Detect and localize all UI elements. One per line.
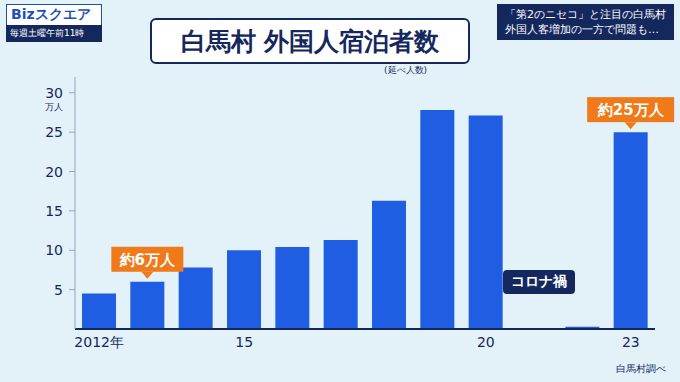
html-text:白馬村調べ: 白馬村調べ bbox=[616, 363, 666, 374]
svg-text:15: 15 bbox=[45, 203, 63, 219]
svg-text:30: 30 bbox=[45, 85, 63, 101]
html-text:Bizスクエア: Bizスクエア bbox=[11, 6, 91, 22]
svg-text:10: 10 bbox=[45, 242, 63, 258]
svg-text:20: 20 bbox=[45, 164, 63, 180]
html-text:「第2のニセコ」と注目の白馬村: 「第2のニセコ」と注目の白馬村 bbox=[505, 8, 666, 21]
svg-text:約25万人: 約25万人 bbox=[597, 101, 665, 119]
svg-text:25: 25 bbox=[45, 124, 63, 140]
svg-text:2012年: 2012年 bbox=[74, 334, 124, 350]
html-text:外国人客増加の一方で問題も…: 外国人客増加の一方で問題も… bbox=[505, 23, 659, 36]
svg-text:20: 20 bbox=[477, 334, 495, 350]
svg-text:5: 5 bbox=[54, 282, 63, 298]
html-text:コロナ禍: コロナ禍 bbox=[511, 273, 567, 289]
html-text:毎週土曜午前11時: 毎週土曜午前11時 bbox=[10, 28, 85, 38]
html-text:白馬村 外国人宿泊者数: 白馬村 外国人宿泊者数 bbox=[180, 26, 440, 56]
html-text:(延べ人数): (延べ人数) bbox=[384, 65, 427, 75]
svg-text:15: 15 bbox=[235, 334, 253, 350]
svg-text:万人: 万人 bbox=[45, 102, 63, 112]
svg-text:約6万人: 約6万人 bbox=[119, 251, 176, 269]
svg-text:23: 23 bbox=[622, 334, 640, 350]
